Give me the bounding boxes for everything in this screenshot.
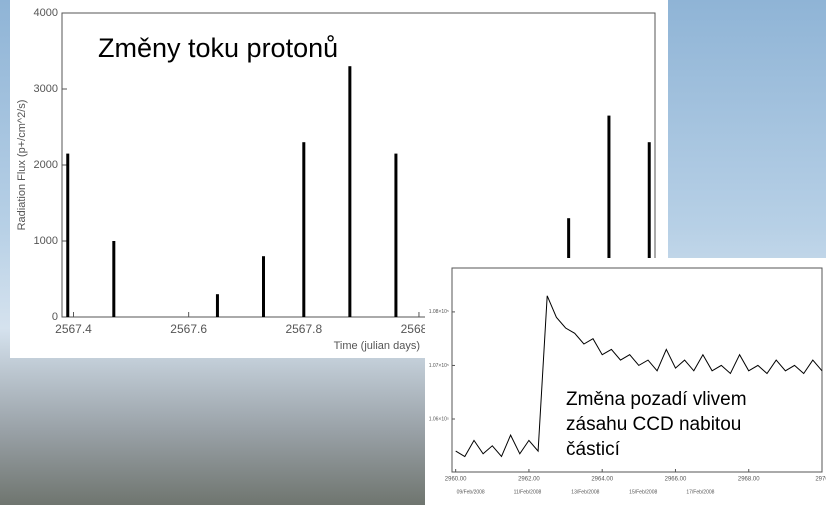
annotation: Změna pozadí vlivem [566, 389, 747, 410]
x-tick-label: 2567.4 [55, 322, 92, 336]
y-tick-label: 1.07×10⁵ [429, 363, 449, 369]
date-label: 11/Feb/2008 [514, 489, 542, 495]
y-tick-label: 0 [52, 311, 58, 323]
date-label: 09/Feb/2008 [457, 489, 485, 495]
annotation: zásahu CCD nabitou [566, 414, 741, 435]
plot-frame [451, 267, 823, 473]
spike [394, 153, 398, 317]
line-series [455, 295, 823, 458]
y-tick-label: 3000 [34, 83, 58, 95]
y-axis-label: Radiation Flux (p+/cm^2/s) [16, 100, 28, 231]
date-label: 15/Feb/2008 [629, 489, 657, 495]
x-tick-label: 2966.00 [665, 477, 687, 483]
date-label: 13/Feb/2008 [571, 489, 599, 495]
chart-panel [425, 258, 826, 505]
spike [215, 294, 219, 317]
date-label: 17/Feb/2008 [686, 489, 714, 495]
x-tick-label: 2962.00 [518, 477, 540, 483]
y-tick-label: 1000 [34, 235, 58, 247]
spike [348, 66, 352, 317]
x-tick-label: 2960.00 [445, 477, 467, 483]
y-tick-label: 4000 [34, 7, 58, 19]
x-tick-label: 2964.00 [591, 477, 613, 483]
y-tick-label: 1.06×10⁵ [429, 416, 449, 422]
x-tick-label: 2968.00 [738, 477, 760, 483]
x-tick-label: 2567.6 [170, 322, 207, 336]
spike [262, 256, 266, 317]
y-tick-label: 2000 [34, 159, 58, 171]
x-tick-label: 2567.8 [285, 322, 322, 336]
spike [607, 115, 611, 317]
chart-title: Změny toku protonů [98, 33, 338, 63]
annotation: částicí [566, 439, 621, 460]
spike [302, 142, 306, 317]
chart-2: 1.06×10⁵ 1.07×10⁵ 1.08×10⁵ 2960.00 2962.00 29… [429, 295, 826, 495]
y-tick-label: 1.08×10⁵ [429, 309, 449, 315]
spike [112, 241, 116, 317]
x-axis-label: Time (julian days) [334, 340, 420, 352]
spike [66, 153, 70, 317]
spike [647, 142, 651, 317]
